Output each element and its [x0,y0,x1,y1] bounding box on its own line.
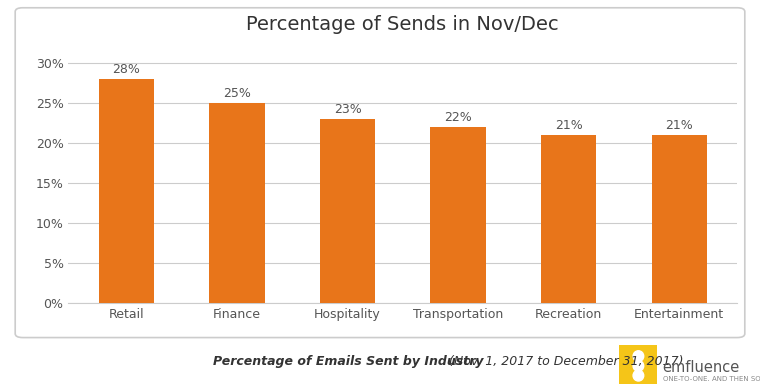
Text: 22%: 22% [444,111,472,124]
Text: (Nov. 1, 2017 to December 31, 2017): (Nov. 1, 2017 to December 31, 2017) [445,355,683,368]
Text: 21%: 21% [555,119,582,132]
FancyBboxPatch shape [617,343,660,387]
Bar [651,135,707,303]
Circle shape [633,370,644,381]
Bar [541,135,597,303]
Bar [320,119,375,303]
Text: Percentage of Emails Sent by Industry: Percentage of Emails Sent by Industry [213,355,483,368]
Bar [430,126,486,303]
Bar [99,78,154,303]
Text: ONE-TO-ONE. AND THEN SOME.: ONE-TO-ONE. AND THEN SOME. [663,376,760,382]
Text: 28%: 28% [112,63,141,76]
Circle shape [633,360,644,371]
Bar [209,102,264,303]
Text: emfluence: emfluence [663,360,740,375]
Text: 25%: 25% [223,87,251,100]
Text: 23%: 23% [334,103,362,116]
Title: Percentage of Sends in Nov/Dec: Percentage of Sends in Nov/Dec [246,15,559,34]
Text: 21%: 21% [665,119,693,132]
Circle shape [633,351,644,362]
